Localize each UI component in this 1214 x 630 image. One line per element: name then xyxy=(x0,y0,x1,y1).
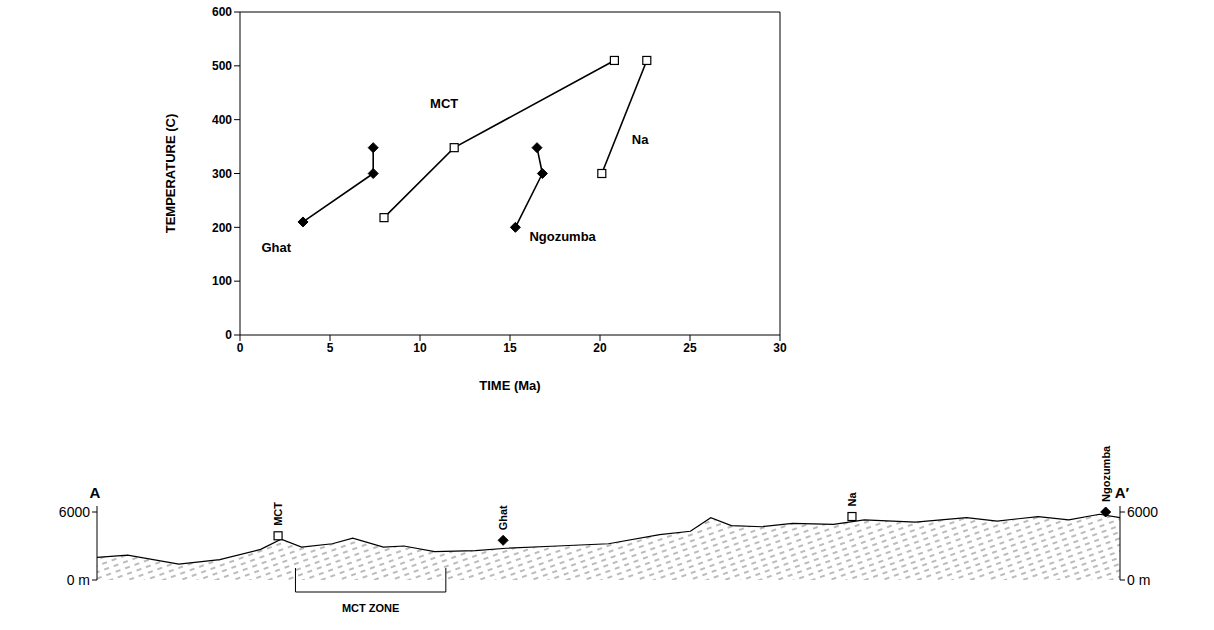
svg-text:0: 0 xyxy=(225,328,232,342)
svg-text:500: 500 xyxy=(212,59,232,73)
svg-text:Ngozumba: Ngozumba xyxy=(529,229,596,244)
svg-text:TIME (Ma): TIME (Ma) xyxy=(479,378,540,393)
svg-text:6000: 6000 xyxy=(59,504,90,520)
svg-text:0 m: 0 m xyxy=(1127,572,1150,588)
svg-text:A′: A′ xyxy=(1115,484,1130,501)
svg-text:20: 20 xyxy=(593,341,607,355)
svg-text:Ngozumba: Ngozumba xyxy=(1100,445,1112,502)
svg-text:MCT ZONE: MCT ZONE xyxy=(342,602,399,614)
svg-text:Ghat: Ghat xyxy=(497,505,509,530)
svg-text:0 m: 0 m xyxy=(67,572,90,588)
svg-text:5: 5 xyxy=(327,341,334,355)
svg-text:Ghat: Ghat xyxy=(261,240,291,255)
svg-text:0: 0 xyxy=(237,341,244,355)
svg-text:MCT: MCT xyxy=(430,96,458,111)
svg-text:200: 200 xyxy=(212,221,232,235)
svg-text:25: 25 xyxy=(683,341,697,355)
svg-text:300: 300 xyxy=(212,167,232,181)
svg-text:400: 400 xyxy=(212,113,232,127)
svg-text:30: 30 xyxy=(773,341,787,355)
svg-text:MCT: MCT xyxy=(272,502,284,526)
svg-text:6000: 6000 xyxy=(1127,504,1158,520)
svg-text:A: A xyxy=(90,484,101,501)
svg-text:15: 15 xyxy=(503,341,517,355)
svg-text:100: 100 xyxy=(212,274,232,288)
svg-text:Na: Na xyxy=(846,492,858,507)
svg-text:10: 10 xyxy=(413,341,427,355)
svg-text:600: 600 xyxy=(212,5,232,19)
svg-text:Na: Na xyxy=(632,132,649,147)
svg-text:TEMPERATURE (C): TEMPERATURE (C) xyxy=(163,114,178,234)
